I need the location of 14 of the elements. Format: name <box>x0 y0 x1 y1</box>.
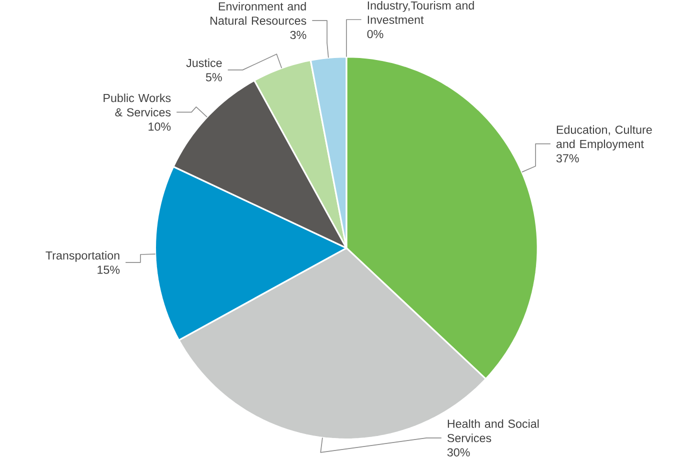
slice-label: Justice <box>186 58 222 68</box>
slice-label: Transportation <box>46 251 120 262</box>
slice-label: Education, Culture and Employment <box>556 126 652 151</box>
data-label: 15% <box>98 266 120 274</box>
data-label: 37% <box>556 154 579 163</box>
data-label: 5% <box>206 73 222 82</box>
slice-label: Environment and Natural Resources <box>210 2 306 26</box>
slice-label: Health and Social Services <box>447 420 539 442</box>
slice-label: Public Works & Services <box>104 94 171 117</box>
data-label: 3% <box>290 31 306 40</box>
data-label: 30% <box>447 448 470 457</box>
category-label: Industry,Tourism and Investment <box>368 1 474 24</box>
text: 0% <box>367 30 384 38</box>
data-label: 10% <box>148 122 171 131</box>
